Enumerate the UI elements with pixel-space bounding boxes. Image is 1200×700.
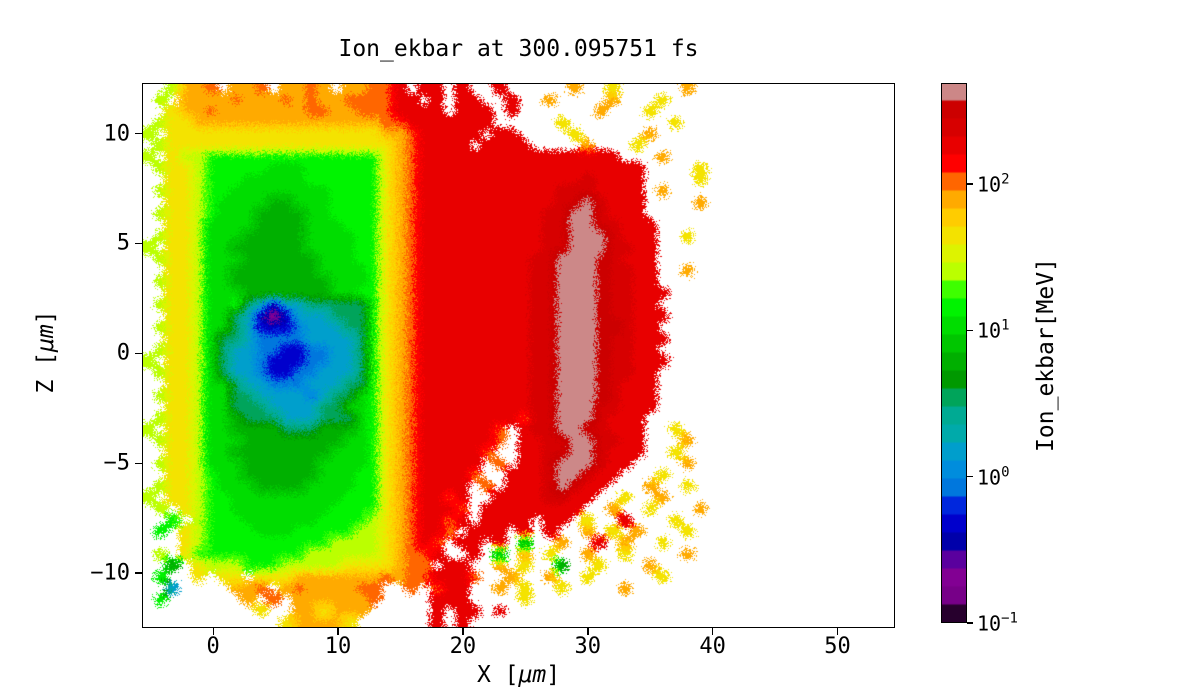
colorbar-tick-label: 10−1 — [977, 610, 1018, 636]
x-tick-label: 0 — [206, 634, 220, 659]
x-tick-mark — [337, 628, 339, 635]
z-tick-label: 10 — [103, 121, 131, 147]
z-axis-label-unit: μm — [33, 324, 59, 353]
x-tick-label: 50 — [824, 634, 851, 659]
colorbar-tick-label: 102 — [977, 171, 1010, 197]
plot-area — [142, 83, 895, 628]
colorbar-tick-mark — [967, 622, 973, 624]
colorbar-tick-mark — [967, 476, 973, 478]
x-tick-label: 40 — [699, 634, 726, 659]
x-axis-label: X [μm] — [142, 662, 895, 688]
z-tick-label: −5 — [103, 450, 131, 476]
x-tick-label: 30 — [574, 634, 602, 659]
x-tick-label: 10 — [324, 634, 352, 659]
x-tick-label: 20 — [449, 634, 477, 659]
heatmap-canvas — [142, 83, 895, 628]
x-tick-mark — [587, 628, 589, 635]
x-axis-label-pre: X [ — [476, 662, 519, 688]
x-tick-mark — [836, 628, 839, 635]
z-tick-mark — [135, 132, 142, 135]
x-axis-label-post: ] — [546, 662, 561, 688]
z-axis-label-post: ] — [33, 310, 59, 325]
x-axis-label-unit: μm — [518, 662, 547, 688]
z-axis-label: Z [μm] — [33, 310, 59, 393]
z-tick-mark — [135, 242, 142, 245]
colorbar-tick-mark — [967, 183, 973, 185]
x-tick-mark — [212, 628, 214, 635]
z-tick-mark — [135, 572, 142, 574]
colorbar-canvas — [941, 83, 967, 623]
z-axis-label-pre: Z [ — [33, 352, 59, 394]
colorbar-tick-mark — [967, 329, 973, 332]
z-tick-label: 0 — [116, 340, 130, 366]
z-tick-label: 5 — [116, 230, 130, 256]
z-tick-mark — [135, 352, 142, 354]
z-tick-label: −10 — [90, 560, 130, 586]
colorbar-tick-label: 100 — [977, 464, 1010, 489]
z-tick-mark — [135, 462, 142, 464]
colorbar-tick-label: 101 — [977, 318, 1010, 343]
colorbar-label: Ion_ekbar[MeV] — [1033, 258, 1059, 452]
x-tick-mark — [712, 628, 714, 635]
plot-title: Ion_ekbar at 300.095751 fs — [338, 36, 699, 62]
x-tick-mark — [462, 628, 464, 635]
